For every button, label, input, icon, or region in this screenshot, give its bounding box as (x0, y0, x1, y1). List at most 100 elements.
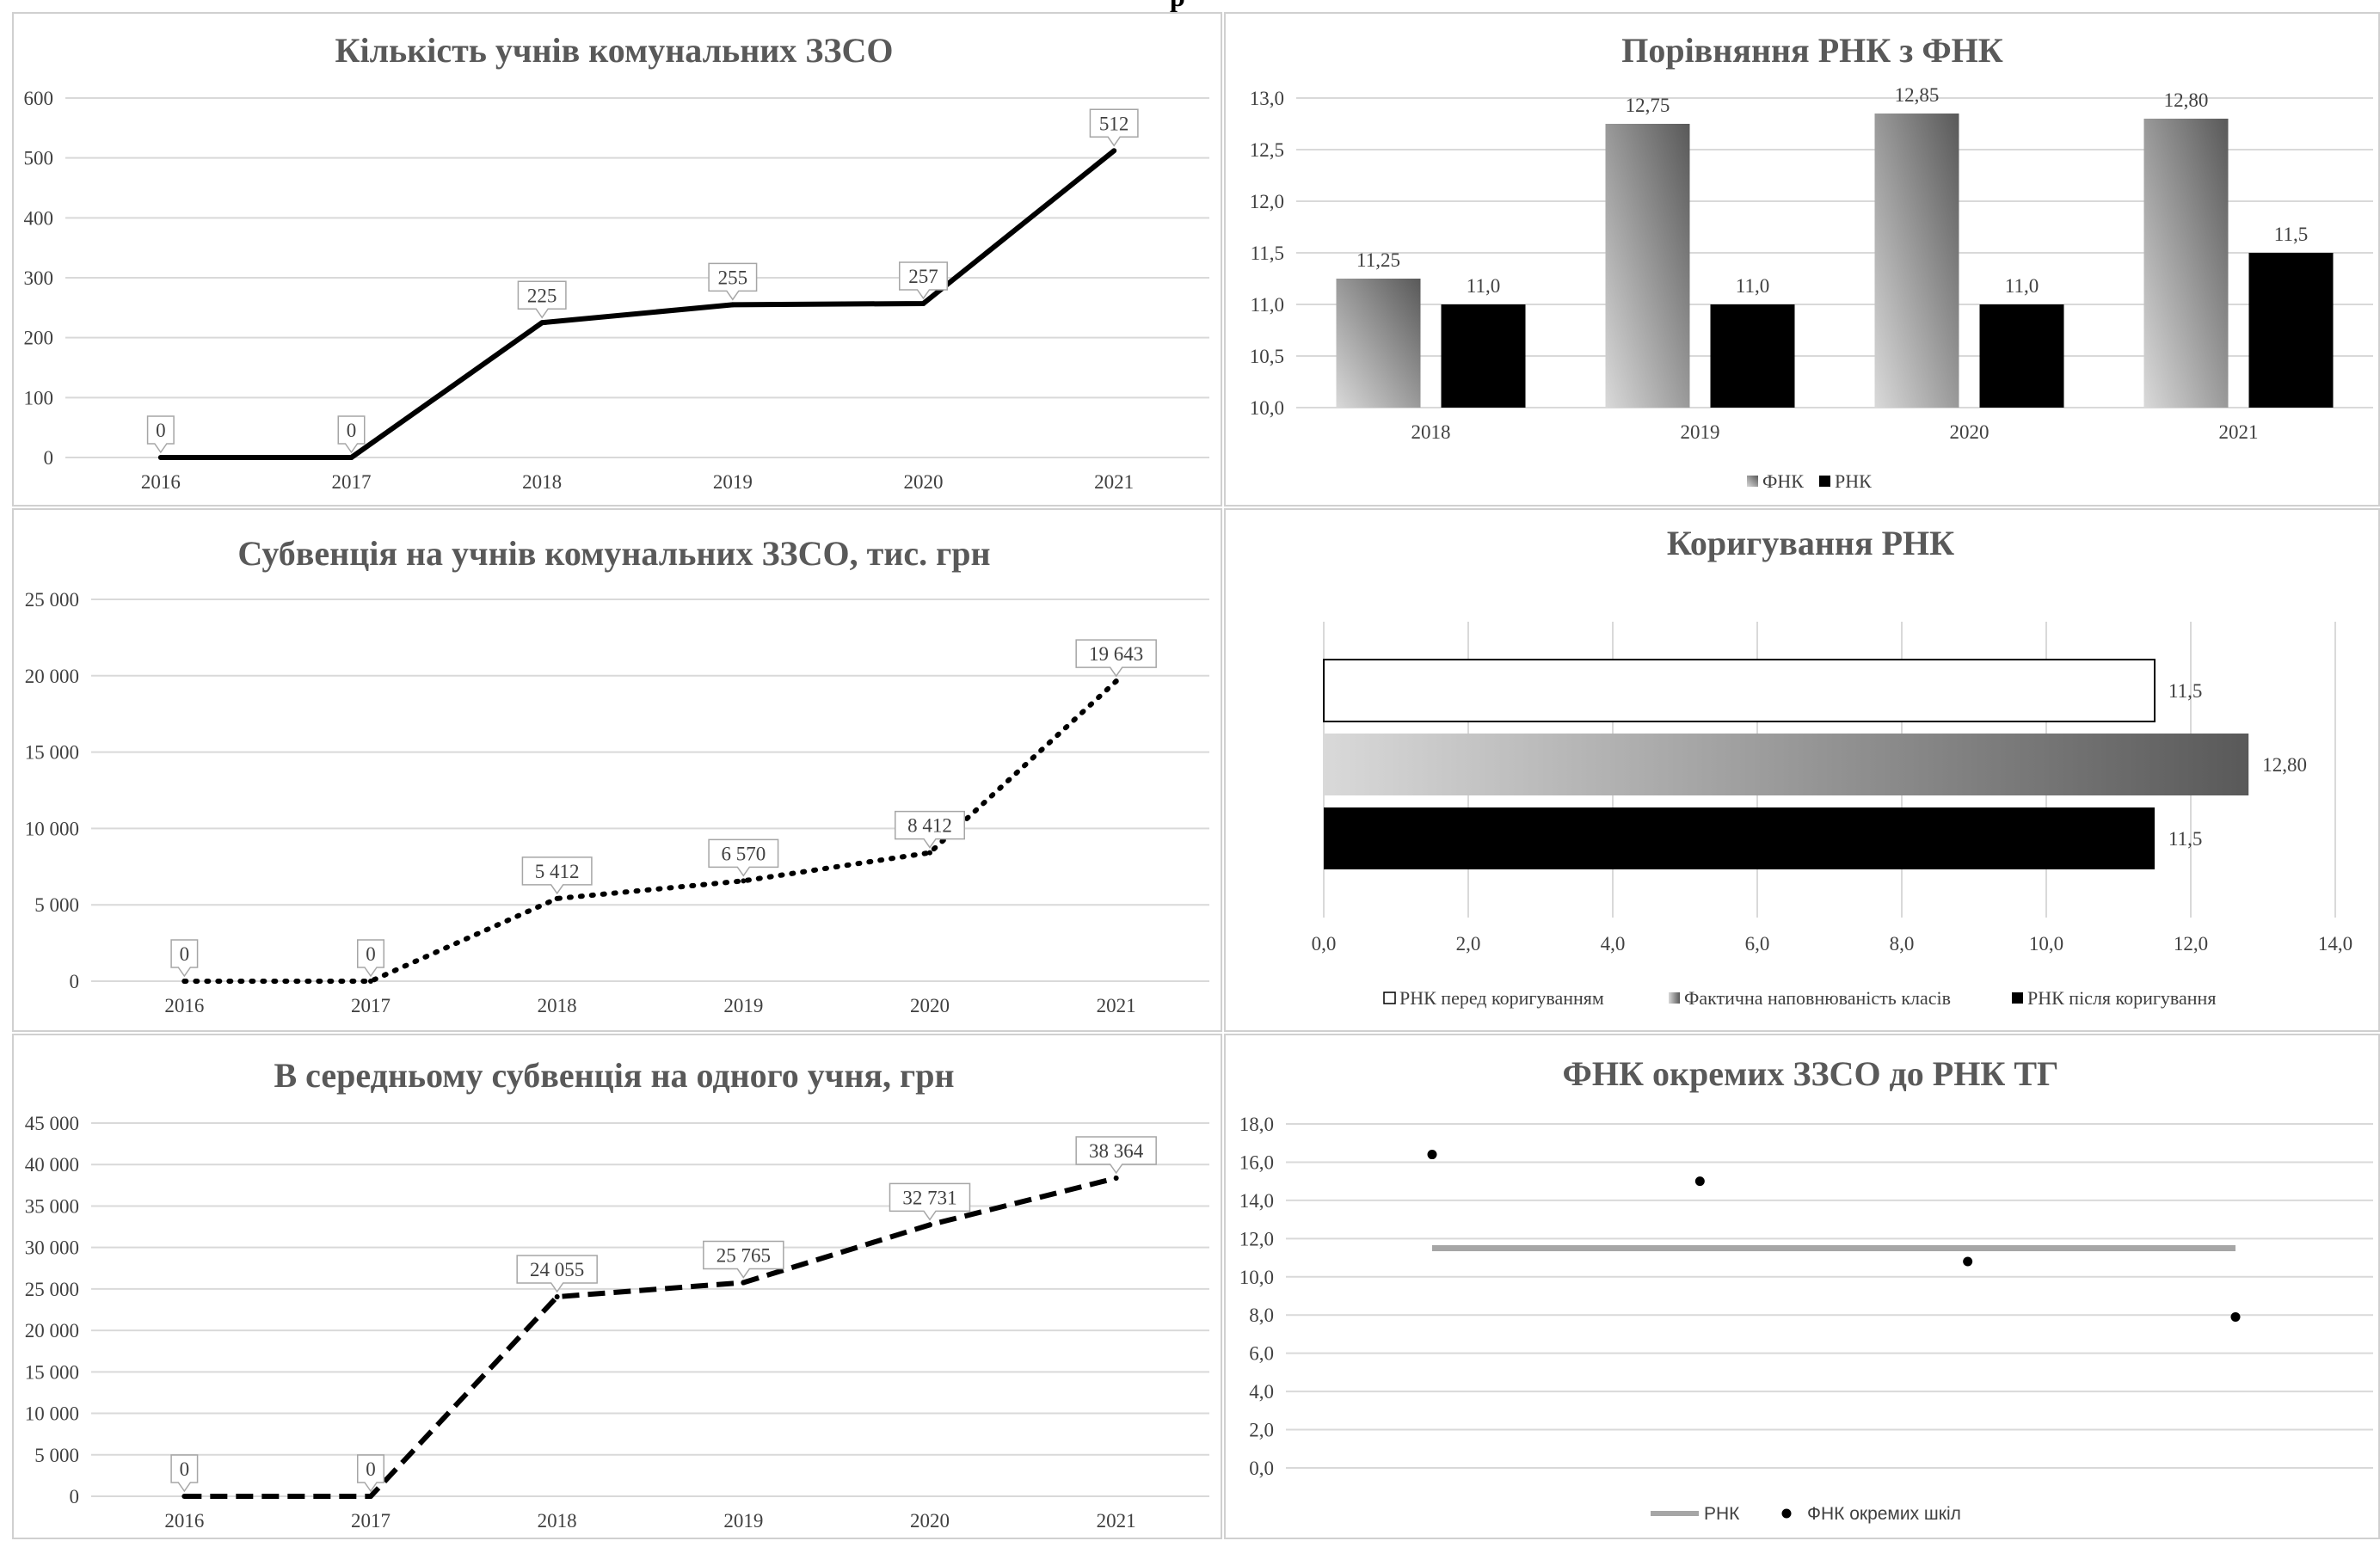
legend-swatch (1383, 992, 1396, 1004)
legend-label: Фактична наповнюваність класів (1684, 987, 1951, 1009)
y-tick-label: 8,0 (1249, 1305, 1274, 1326)
y-tick-label: 18,0 (1239, 1114, 1274, 1135)
data-point (181, 979, 188, 984)
data-label: 6 570 (721, 843, 766, 864)
data-label-callout (170, 1454, 199, 1493)
y-tick-label: 12,0 (1250, 191, 1284, 212)
x-tick-label: 2016 (164, 1510, 204, 1532)
data-label-callout (357, 939, 384, 978)
data-point (181, 1494, 188, 1499)
legend-label-rnk: РНК (1835, 470, 1872, 492)
data-line (160, 148, 1116, 460)
x-tick-label: 2017 (351, 1510, 391, 1532)
data-point (741, 1280, 747, 1286)
per-student-chart: В середньому субвенція на одного учня, г… (25, 1056, 1209, 1532)
chart-panel-schools: ФНК окремих ЗЗСО до РНК ТГ 0,0 2,0 4,0 6,0 8,… (1224, 1034, 2380, 1539)
legend-label-rnk: РНК (1704, 1504, 1740, 1524)
y-tick-label: 100 (24, 387, 54, 408)
y-tick-label: 10 000 (25, 818, 79, 839)
data-label-callout (1075, 1136, 1157, 1175)
school-point (1694, 1176, 1705, 1187)
data-label-callout (516, 1255, 598, 1293)
chart-panel-correction: Коригування РНК 0,0 2,0 4,0 6,0 8,0 10,0 12,0 14… (1224, 508, 2380, 1032)
data-point (927, 1222, 932, 1228)
data-point (920, 300, 926, 306)
x-tick-label: 2020 (910, 1510, 950, 1532)
data-point (1111, 148, 1117, 154)
data-label: 38 364 (1089, 1140, 1144, 1162)
legend-label-fnk: ФНК (1762, 470, 1804, 492)
data-label-callout (708, 262, 758, 301)
x-tick-label: 2018 (1411, 421, 1451, 443)
school-point (1963, 1256, 1973, 1267)
data-label-callout (1075, 639, 1157, 678)
y-tick-label: 5 000 (34, 894, 79, 916)
data-label-callout (337, 415, 366, 454)
chart-title: Кількість учнів комунальних ЗЗСО (335, 31, 893, 70)
chart-title: ФНК окремих ЗЗСО до РНК ТГ (1563, 1054, 2059, 1093)
data-label: 5 412 (535, 861, 580, 882)
bar-value-label: 12,75 (1626, 95, 1670, 116)
bar-value-label: 12,85 (1895, 84, 1940, 106)
y-tick-label: 300 (24, 267, 54, 289)
chart-panel-per-student: В середньому субвенція на одного учня, г… (12, 1034, 1222, 1539)
data-point (729, 302, 735, 308)
y-tick-label: 10,5 (1250, 346, 1284, 367)
data-point (554, 895, 560, 901)
y-tick-label: 13,0 (1250, 88, 1284, 109)
x-tick-label: 2019 (713, 471, 753, 493)
page-heading-fragment: р (0, 0, 2380, 12)
data-point (1113, 678, 1119, 685)
data-label: 0 (180, 943, 190, 965)
data-point (157, 455, 163, 460)
x-tick-label: 2016 (164, 995, 204, 1016)
x-tick-label: 12,0 (2174, 933, 2208, 955)
x-tick-label: 2017 (351, 995, 391, 1016)
legend-label: РНК перед коригуванням (1399, 987, 1604, 1009)
data-label: 0 (156, 420, 166, 441)
chart-panel-subvention: Субвенція на учнів комунальних ЗЗСО, тис… (12, 508, 1222, 1032)
school-point (1427, 1150, 1437, 1160)
x-tick-label: 8,0 (1890, 933, 1915, 955)
x-tick-label: 4,0 (1601, 933, 1626, 955)
x-tick-label: 2020 (1950, 421, 1989, 443)
bar-rnk-before (1323, 659, 2156, 722)
bar-rnk (1441, 304, 1526, 408)
y-tick-label: 12,0 (1239, 1228, 1274, 1249)
compare-chart: Порівняння РНК з ФНК 10,0 10,5 11,0 11,5 12,0… (1250, 31, 2373, 492)
bar-actual-fill (1324, 734, 2249, 795)
y-tick-label: 16,0 (1239, 1151, 1274, 1173)
data-label-callout (170, 939, 199, 978)
chart-panel-students: Кількість учнів комунальних ЗЗСО 0 100 200 3… (12, 12, 1222, 507)
bar-rnk (1710, 304, 1795, 408)
bar-rnk (2248, 253, 2334, 408)
data-label: 0 (366, 1458, 376, 1480)
y-tick-label: 0 (70, 1486, 80, 1507)
legend-label: РНК після коригування (2027, 987, 2216, 1009)
y-tick-label: 11,5 (1251, 243, 1284, 264)
data-label: 8 412 (907, 815, 952, 837)
y-tick-label: 30 000 (25, 1237, 79, 1259)
chart-title: В середньому субвенція на одного учня, г… (274, 1056, 954, 1095)
x-tick-label: 2018 (538, 1510, 577, 1532)
y-tick-label: 40 000 (25, 1154, 79, 1176)
data-label-callout (708, 838, 779, 877)
y-tick-label: 15 000 (25, 742, 79, 764)
x-tick-label: 2021 (1097, 995, 1136, 1016)
y-tick-label: 400 (24, 207, 54, 229)
y-tick-label: 0 (70, 971, 80, 992)
y-tick-label: 11,0 (1251, 294, 1284, 316)
schools-chart: ФНК окремих ЗЗСО до РНК ТГ 0,0 2,0 4,0 6,0 8,… (1239, 1054, 2373, 1524)
x-tick-label: 2019 (723, 1510, 763, 1532)
bar-rnk (1979, 304, 2064, 408)
chart-panel-compare: Порівняння РНК з ФНК 10,0 10,5 11,0 11,5 12,0… (1224, 12, 2380, 507)
data-label: 512 (1099, 113, 1129, 134)
x-tick-label: 2019 (723, 995, 763, 1016)
bar-value-label: 12,80 (2262, 754, 2307, 776)
bar-fnk (1605, 124, 1690, 408)
bar-value-label: 11,5 (2274, 224, 2308, 245)
x-tick-label: 2021 (2219, 421, 2259, 443)
x-tick-label: 2016 (141, 471, 181, 493)
correction-chart: Коригування РНК 0,0 2,0 4,0 6,0 8,0 10,0 12,0 14… (1312, 524, 2353, 1009)
data-point (539, 320, 545, 326)
